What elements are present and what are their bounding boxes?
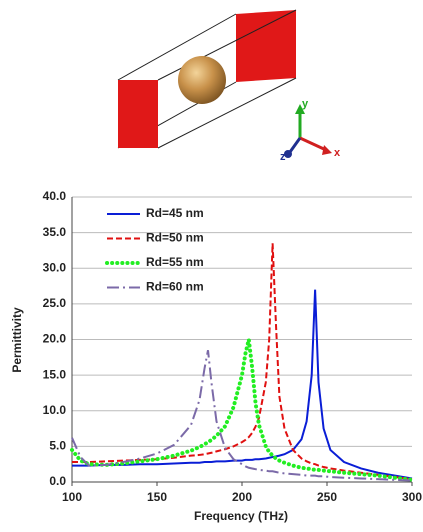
chart: Frequency (THz) Permittivity 0.0 5.0 10.0 1… [10, 189, 422, 523]
front-plate [118, 80, 158, 148]
series-line [72, 290, 412, 479]
legend-label: Rd=55 nm [146, 255, 204, 269]
legend-label: Rd=45 nm [146, 206, 204, 220]
axis-label: x [334, 147, 341, 159]
illustration: y z x [118, 10, 341, 163]
y-tick-label: 20.0 [43, 332, 67, 346]
y-tick-label: 30.0 [43, 260, 67, 274]
y-tick-label: 10.0 [43, 403, 67, 417]
x-axis-title: Frequency (THz) [194, 509, 288, 523]
legend-label: Rd=50 nm [146, 231, 204, 245]
x-tick-label: 300 [402, 490, 422, 504]
x-tick-label: 150 [147, 490, 167, 504]
back-plate [236, 10, 296, 82]
page: y z x Frequency (THz) Permittivity 0.0 5.… [0, 0, 423, 527]
series-line [72, 243, 412, 479]
y-axis-title: Permittivity [10, 307, 24, 373]
axis-label: y [302, 98, 309, 110]
y-tick-label: 15.0 [43, 367, 67, 381]
y-tick-label: 35.0 [43, 225, 67, 239]
axis-label: z [280, 151, 286, 163]
x-tick-label: 200 [232, 490, 252, 504]
y-tick-label: 5.0 [49, 439, 66, 453]
y-tick-label: 25.0 [43, 296, 67, 310]
legend-label: Rd=60 nm [146, 280, 204, 294]
x-tick-label: 250 [317, 490, 337, 504]
series-line [72, 340, 412, 480]
y-tick-label: 40.0 [43, 189, 67, 203]
axis-triad [284, 104, 332, 158]
x-tick-label: 100 [62, 490, 82, 504]
y-tick-label: 0.0 [49, 474, 66, 488]
sphere [178, 56, 226, 104]
